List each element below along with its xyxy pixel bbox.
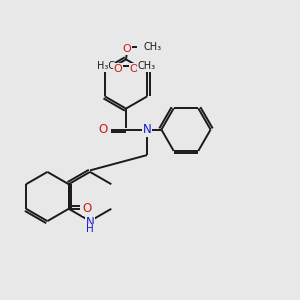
Text: H: H: [86, 224, 94, 235]
Text: N: N: [85, 216, 94, 229]
Text: O: O: [99, 123, 108, 136]
Text: CH₃: CH₃: [137, 61, 155, 71]
Text: N: N: [142, 123, 152, 136]
Text: O: O: [82, 202, 92, 215]
Text: CH₃: CH₃: [143, 42, 161, 52]
Text: H₃C: H₃C: [97, 61, 115, 71]
Text: O: O: [129, 64, 138, 74]
Text: O: O: [122, 44, 131, 55]
Text: O: O: [114, 64, 123, 74]
